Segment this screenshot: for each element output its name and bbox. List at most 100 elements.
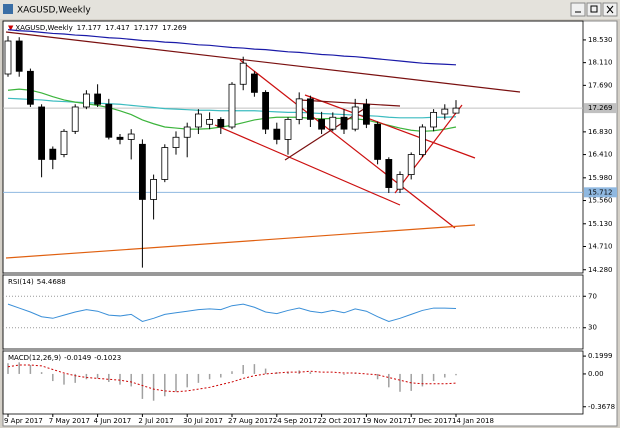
trendline — [239, 59, 456, 229]
candle-body — [94, 93, 101, 105]
moving-average — [7, 29, 457, 66]
title-bar — [0, 0, 620, 19]
signal-line — [7, 364, 457, 393]
macd-pane — [2, 350, 584, 415]
candle-body — [138, 143, 146, 200]
candle-body — [150, 179, 158, 200]
y-tick-label: 14.710 — [588, 243, 613, 251]
y-tick-label: 16.410 — [588, 151, 613, 159]
candle-body — [441, 108, 449, 115]
header-low: 17.177 — [134, 24, 159, 32]
candle-body — [452, 107, 460, 114]
candle-body — [127, 133, 135, 140]
header-close: 17.269 — [162, 24, 187, 32]
y-tick-label: 16.830 — [588, 128, 613, 136]
x-tick-label: 2 Jul 2017 — [138, 417, 173, 425]
y-tick-label: 70 — [588, 292, 597, 300]
candle-body — [60, 130, 68, 155]
rsi-title: RSI(14) — [8, 278, 34, 286]
trendline — [304, 94, 476, 159]
candle-body — [172, 136, 180, 148]
candle-body — [194, 113, 202, 128]
candle-body — [49, 148, 57, 160]
y-tick-label: 30 — [588, 324, 597, 332]
y-tick-label: 15.980 — [588, 174, 613, 182]
price-label-bg — [584, 187, 617, 198]
candle-body — [239, 62, 247, 85]
candle-body — [26, 70, 34, 105]
candle-body — [374, 123, 382, 160]
trendline — [5, 224, 476, 259]
maximize-button[interactable] — [586, 2, 602, 17]
x-tick-label: 9 Apr 2017 — [4, 417, 43, 425]
y-tick-label: -0.3678 — [588, 403, 615, 411]
chart-background — [2, 20, 618, 427]
candle-body — [38, 106, 45, 160]
candle-body — [362, 103, 370, 125]
trendline — [214, 124, 401, 206]
candle-body — [351, 106, 359, 130]
candle-body — [228, 83, 236, 128]
signal-value: -0.1023 — [94, 354, 121, 362]
window-title: XAGUSD,Weekly — [17, 6, 91, 16]
candle-body — [83, 93, 90, 108]
rsi-line — [7, 303, 457, 322]
candle-body — [295, 98, 303, 120]
candle-body — [284, 119, 292, 140]
candle-body — [418, 126, 426, 155]
rsi-value: 54.4688 — [37, 278, 66, 286]
main-pane — [2, 20, 584, 274]
rsi-header: RSI(14) 54.4688 — [8, 278, 66, 286]
close-icon — [606, 5, 614, 14]
chart-header: ▼ XAGUSD,Weekly 17.177 17.417 17.177 17.269 — [8, 24, 187, 32]
candle-body — [396, 174, 404, 190]
header-open: 17.177 — [77, 24, 102, 32]
window-buttons[interactable] — [570, 2, 618, 17]
price-label: 17.269 — [588, 104, 613, 112]
y-tick-label: 18.530 — [588, 36, 613, 44]
y-tick-label: 15.130 — [588, 220, 613, 228]
y-tick-label: 18.110 — [588, 59, 613, 67]
y-tick-label: 14.280 — [588, 266, 613, 274]
x-tick-label: 24 Sep 2017 — [273, 417, 317, 425]
maximize-icon — [590, 5, 598, 13]
candle-body — [105, 103, 113, 138]
x-tick-label: 4 Jun 2017 — [94, 417, 132, 425]
y-tick-label: 17.690 — [588, 81, 613, 89]
x-tick-label: 17 Dec 2017 — [407, 417, 452, 425]
candle-body — [4, 40, 12, 75]
macd-title: MACD(12,26,9) — [8, 354, 61, 362]
candle-body — [15, 40, 23, 72]
x-tick-label: 27 Aug 2017 — [228, 417, 273, 425]
macd-value: -0.0149 — [64, 354, 91, 362]
trendline — [5, 31, 521, 93]
chart-title: XAGUSD,Weekly — [15, 24, 72, 32]
candle-body — [340, 116, 348, 130]
candle-body — [385, 159, 393, 188]
price-label: 15.712 — [588, 188, 613, 196]
y-tick-label: 15.560 — [588, 197, 613, 205]
macd-header: MACD(12,26,9) -0.0149 -0.1023 — [8, 354, 121, 362]
candle-body — [217, 119, 225, 128]
rsi-pane — [2, 274, 584, 350]
x-tick-label: 22 Oct 2017 — [318, 417, 361, 425]
y-tick-label: 0.00 — [588, 370, 604, 378]
trendlines — [5, 31, 521, 259]
candle-body — [273, 128, 281, 140]
candle-body — [430, 111, 438, 128]
x-tick-label: 14 Jan 2018 — [452, 417, 494, 425]
price-label-bg — [584, 103, 617, 114]
candle-body — [329, 116, 337, 130]
candle-body — [183, 126, 191, 138]
x-tick-label: 19 Nov 2017 — [362, 417, 407, 425]
header-high: 17.417 — [105, 24, 130, 32]
candle-body — [206, 119, 214, 125]
trendline — [394, 104, 463, 194]
candle-body — [318, 119, 326, 130]
minimize-button[interactable] — [570, 2, 586, 17]
y-tick-label: 0.1999 — [588, 352, 613, 360]
candle-body — [116, 136, 124, 140]
candle-body — [250, 73, 258, 93]
